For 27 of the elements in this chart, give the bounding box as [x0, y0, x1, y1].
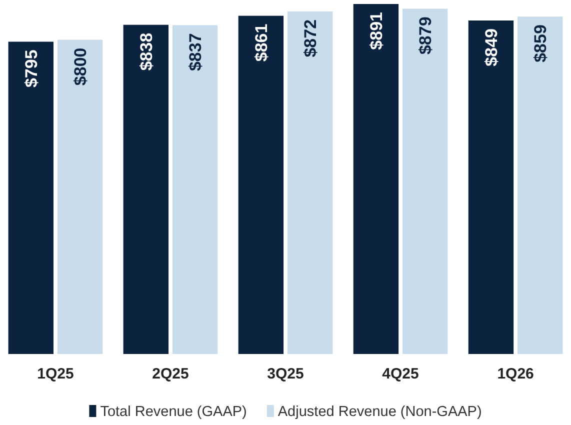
data-label: $861 — [252, 24, 271, 62]
data-label: $879 — [416, 16, 436, 55]
data-label: $859 — [531, 24, 550, 62]
data-label: $849 — [482, 28, 501, 66]
bar — [353, 4, 399, 354]
data-label: $872 — [301, 19, 320, 58]
data-label: $800 — [70, 48, 90, 86]
data-label: $795 — [22, 50, 41, 88]
bar — [287, 11, 333, 354]
bar — [518, 16, 563, 354]
data-label: $837 — [186, 33, 205, 72]
bar — [468, 20, 514, 354]
legend-label: Total Revenue (GAAP) — [100, 404, 247, 420]
x-tick-label: 1Q26 — [497, 366, 534, 383]
bar — [402, 8, 448, 354]
x-tick-label: 3Q25 — [267, 366, 304, 383]
bar — [238, 16, 284, 354]
x-tick-label: 2Q25 — [152, 366, 189, 383]
bar — [8, 42, 54, 354]
bar — [172, 25, 218, 354]
bar — [57, 40, 103, 354]
x-tick-label: 1Q25 — [37, 366, 74, 383]
bar — [123, 24, 169, 354]
legend-label: Adjusted Revenue (Non-GAAP) — [278, 404, 482, 420]
data-label: $838 — [136, 32, 156, 71]
data-label: $891 — [366, 12, 386, 50]
x-tick-label: 4Q25 — [382, 366, 419, 383]
